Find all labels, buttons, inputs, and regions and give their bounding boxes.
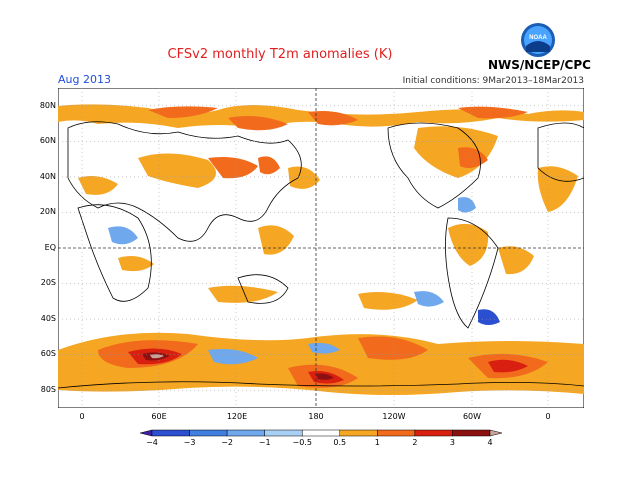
lat-label: 80S <box>40 385 56 394</box>
colorbar-tick-label: −2 <box>221 438 234 447</box>
lon-label: 0 <box>545 412 551 421</box>
colorbar-tick-label: −0.5 <box>292 438 312 447</box>
colorbar <box>140 429 502 437</box>
colorbar-tick-label: 0.5 <box>333 438 347 447</box>
colorbar-segment <box>452 429 491 437</box>
anomaly-patches <box>58 104 584 395</box>
colorbar-tick-label: 2 <box>412 438 418 447</box>
initial-conditions: Initial conditions: 9Mar2013–18Mar2013 <box>402 76 584 86</box>
forecast-month: Aug 2013 <box>58 73 111 86</box>
colorbar-segment <box>377 429 416 437</box>
lon-label: 60E <box>151 412 167 421</box>
colorbar-tick-label: 4 <box>487 438 493 447</box>
lat-label: 60N <box>39 136 56 145</box>
lat-label: 20S <box>40 278 56 287</box>
colorbar-segment <box>140 429 153 437</box>
lon-label: 120E <box>226 412 248 421</box>
colorbar-segment <box>489 429 502 437</box>
colorbar-segment <box>264 429 303 437</box>
colorbar-segment <box>151 429 190 437</box>
colorbar-tick-label: −3 <box>183 438 196 447</box>
colorbar-tick-label: 3 <box>449 438 455 447</box>
colorbar-segment <box>414 429 453 437</box>
lat-label: 60S <box>40 349 56 358</box>
coastlines <box>58 121 584 389</box>
noaa-logo-icon: NOAA <box>521 23 555 57</box>
anomaly-map <box>58 88 584 408</box>
lat-label: 20N <box>39 207 56 216</box>
lon-label: 0 <box>79 412 85 421</box>
colorbar-segment <box>226 429 265 437</box>
lat-label: 40N <box>39 172 56 181</box>
noaa-logo-text: NOAA <box>529 35 547 41</box>
lon-label: 180 <box>308 412 324 421</box>
chart-title: CFSv2 monthly T2m anomalies (K) <box>167 47 393 62</box>
agency-label: NWS/NCEP/CPC <box>488 58 591 72</box>
lon-label: 120W <box>382 412 406 421</box>
lat-label: 80N <box>39 101 56 110</box>
lon-label: 60W <box>462 412 482 421</box>
colorbar-tick-label: 1 <box>374 438 380 447</box>
lat-label: EQ <box>44 243 56 252</box>
colorbar-segment <box>301 429 341 437</box>
colorbar-segment <box>339 429 378 437</box>
colorbar-segment <box>189 429 228 437</box>
colorbar-tick-label: −4 <box>146 438 158 447</box>
lat-label: 40S <box>40 314 56 323</box>
colorbar-tick-label: −1 <box>258 438 271 447</box>
